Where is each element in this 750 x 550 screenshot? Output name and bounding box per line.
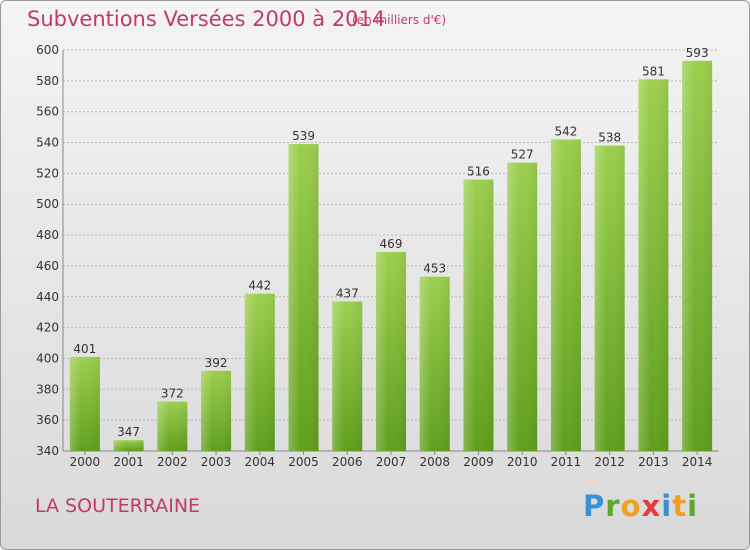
y-tick-label: 380 xyxy=(36,382,59,396)
data-label: 442 xyxy=(248,279,271,293)
y-tick-label: 500 xyxy=(36,197,59,211)
y-tick-label: 580 xyxy=(36,74,59,88)
data-label: 538 xyxy=(598,131,621,145)
bar-shine xyxy=(244,293,275,451)
bar-shine xyxy=(682,60,713,452)
location-name: LA SOUTERRAINE xyxy=(35,495,201,517)
data-label: 437 xyxy=(336,286,359,300)
bar-shine xyxy=(113,440,144,451)
x-tick-label: 2007 xyxy=(376,455,407,469)
bar-shine xyxy=(332,301,363,451)
x-tick-label: 2014 xyxy=(682,455,713,469)
data-label: 469 xyxy=(380,237,403,251)
data-label: 593 xyxy=(686,46,709,60)
bar-shine xyxy=(157,401,188,451)
y-tick-label: 340 xyxy=(36,444,59,458)
x-tick-label: 2009 xyxy=(463,455,494,469)
x-tick-label: 2010 xyxy=(507,455,538,469)
bar-shine xyxy=(550,139,581,451)
y-tick-label: 560 xyxy=(36,105,59,119)
y-tick-label: 400 xyxy=(36,351,59,365)
y-tick-label: 460 xyxy=(36,259,59,273)
y-tick-label: 440 xyxy=(36,290,59,304)
data-label: 372 xyxy=(161,387,184,401)
proxiti-logo: Proxiti xyxy=(583,489,699,523)
bar-shine xyxy=(594,145,625,451)
data-label: 401 xyxy=(73,342,96,356)
data-label: 527 xyxy=(511,148,534,162)
y-tick-label: 520 xyxy=(36,166,59,180)
bar-shine xyxy=(288,144,319,452)
y-tick-label: 540 xyxy=(36,136,59,150)
x-tick-label: 2000 xyxy=(70,455,101,469)
chart-title: Subventions Versées 2000 à 2014 xyxy=(27,7,386,31)
x-tick-label: 2006 xyxy=(332,455,363,469)
y-tick-label: 600 xyxy=(36,43,59,57)
bar-shine xyxy=(638,79,669,452)
bar-shine xyxy=(376,252,406,451)
data-label: 347 xyxy=(117,425,140,439)
bar-shine xyxy=(69,356,100,451)
x-tick-label: 2002 xyxy=(157,455,188,469)
x-tick-label: 2003 xyxy=(201,455,232,469)
data-label: 581 xyxy=(642,64,665,78)
x-tick-label: 2005 xyxy=(288,455,319,469)
x-tick-label: 2012 xyxy=(594,455,625,469)
x-tick-label: 2001 xyxy=(113,455,144,469)
y-tick-label: 480 xyxy=(36,228,59,242)
x-tick-label: 2011 xyxy=(551,455,582,469)
data-label: 453 xyxy=(423,262,446,276)
y-tick-label: 420 xyxy=(36,321,59,335)
data-label: 542 xyxy=(554,124,577,138)
bar-shine xyxy=(419,276,450,451)
y-tick-label: 360 xyxy=(36,413,59,427)
data-label: 516 xyxy=(467,165,490,179)
x-tick-label: 2013 xyxy=(638,455,669,469)
data-label: 392 xyxy=(205,356,228,370)
data-label: 539 xyxy=(292,129,315,143)
chart-subtitle: (en milliers d'€) xyxy=(352,13,447,27)
bar-shine xyxy=(463,179,494,452)
bar-shine xyxy=(201,370,232,451)
x-tick-label: 2004 xyxy=(245,455,276,469)
bar-shine xyxy=(507,162,538,452)
x-tick-label: 2008 xyxy=(419,455,450,469)
